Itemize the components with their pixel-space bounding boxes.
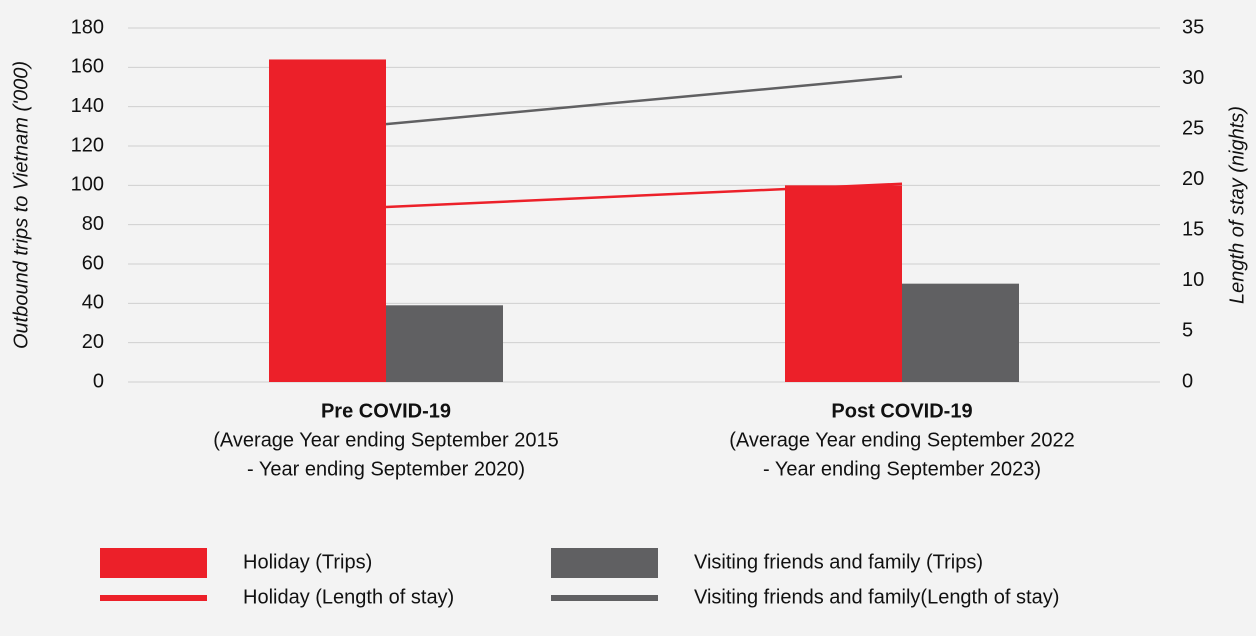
y2-tick-label: 5 [1182,320,1193,342]
y2-tick-label: 10 [1182,269,1204,291]
legend-swatch [100,548,207,578]
bar [386,305,503,382]
bar [269,59,386,382]
legend-label: Visiting friends and family (Trips) [694,551,983,573]
y-tick-label: 140 [71,95,104,117]
y-tick-label: 60 [82,252,104,274]
y2-tick-label: 20 [1182,168,1204,190]
legend-swatch [551,548,658,578]
line [385,182,903,209]
y-tick-label: 180 [71,16,104,38]
y-tick-label: 80 [82,213,104,235]
y2-tick-label: 15 [1182,219,1204,241]
y-tick-label: 40 [82,292,104,314]
y-tick-label: 100 [71,174,104,196]
bar [902,283,1019,382]
legend-swatch [100,595,207,601]
y2-tick-label: 30 [1182,67,1204,89]
legend-label: Visiting friends and family(Length of st… [694,586,1059,608]
x-tick-label: Post COVID-19 [831,400,972,422]
y-tick-label: 20 [82,331,104,353]
legend-label: Holiday (Trips) [243,551,372,573]
y-tick-label: 160 [71,56,104,78]
x-tick-sublabel: (Average Year ending September 2022 [729,429,1074,451]
x-tick-sublabel: - Year ending September 2020) [247,458,525,480]
bar [785,185,902,382]
y2-axis-label: Length of stay (nights) [1226,106,1248,304]
y-axis-label: Outbound trips to Vietnam ('000) [10,61,32,349]
line [385,75,903,126]
x-tick-sublabel: - Year ending September 2023) [763,458,1041,480]
x-tick-sublabel: (Average Year ending September 2015 [213,429,558,451]
y-tick-label: 0 [93,370,104,392]
y2-tick-label: 35 [1182,16,1204,38]
x-tick-label: Pre COVID-19 [321,400,451,422]
y2-tick-label: 0 [1182,370,1193,392]
legend-label: Holiday (Length of stay) [243,586,454,608]
legend-swatch [551,595,658,601]
y2-tick-label: 25 [1182,117,1204,139]
y-tick-label: 120 [71,134,104,156]
